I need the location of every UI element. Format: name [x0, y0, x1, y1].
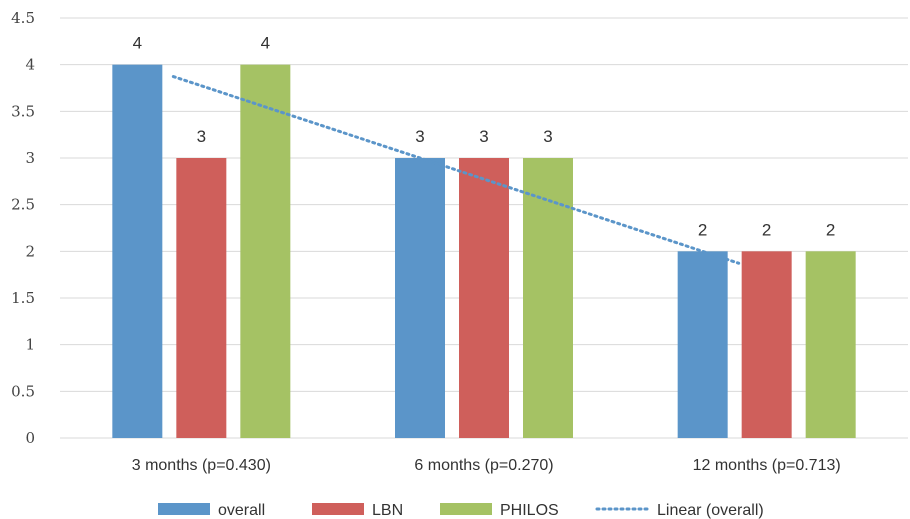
y-tick-label: 4.5 [11, 9, 35, 27]
data-label: 3 [415, 127, 424, 146]
data-labels: 4 3 4 3 3 3 2 2 2 [133, 34, 836, 240]
legend-label: Linear (overall) [657, 502, 764, 519]
x-axis-ticks: 3 months (p=0.430) 6 months (p=0.270) 12 m… [132, 457, 841, 474]
data-label: 4 [261, 34, 270, 53]
x-tick-label: 3 months (p=0.430) [132, 457, 271, 474]
bar-philos [805, 251, 856, 438]
legend: overall LBN PHILOS Linear (overall) [158, 502, 764, 519]
data-label: 2 [826, 220, 835, 239]
bar-lbn [741, 251, 792, 438]
y-tick-label: 2 [25, 242, 35, 260]
data-label: 4 [133, 34, 142, 53]
y-tick-label: 1 [25, 336, 35, 354]
bar-overall [112, 64, 163, 439]
y-tick-label: 2.5 [11, 196, 35, 214]
x-tick-label: 12 months (p=0.713) [693, 457, 841, 474]
y-axis-ticks: 0 0.5 1 1.5 2 2.5 3 3.5 4 4.5 [11, 9, 35, 447]
bar-lbn [176, 158, 227, 438]
legend-label: PHILOS [500, 502, 559, 519]
legend-label: overall [218, 502, 265, 519]
bar-overall [677, 251, 728, 438]
data-label: 2 [698, 220, 707, 239]
bar-philos [240, 64, 291, 439]
y-tick-label: 3 [25, 149, 35, 167]
data-label: 2 [762, 220, 771, 239]
y-tick-label: 3.5 [11, 102, 35, 120]
legend-swatch-lbn [312, 503, 364, 515]
legend-swatch-overall [158, 503, 210, 515]
legend-swatch-philos [440, 503, 492, 515]
legend-label: LBN [372, 502, 403, 519]
bar-overall [395, 158, 445, 438]
bars [112, 64, 856, 439]
trendline [171, 75, 741, 265]
data-label: 3 [197, 127, 206, 146]
data-label: 3 [543, 127, 552, 146]
y-tick-label: 0.5 [11, 382, 35, 400]
data-label: 3 [479, 127, 488, 146]
bar-philos [523, 158, 573, 438]
bar-lbn [459, 158, 509, 438]
y-tick-label: 4 [25, 56, 35, 74]
x-tick-label: 6 months (p=0.270) [414, 457, 553, 474]
y-tick-label: 0 [25, 429, 35, 447]
linear-trendline [171, 75, 741, 265]
y-tick-label: 1.5 [11, 289, 35, 307]
